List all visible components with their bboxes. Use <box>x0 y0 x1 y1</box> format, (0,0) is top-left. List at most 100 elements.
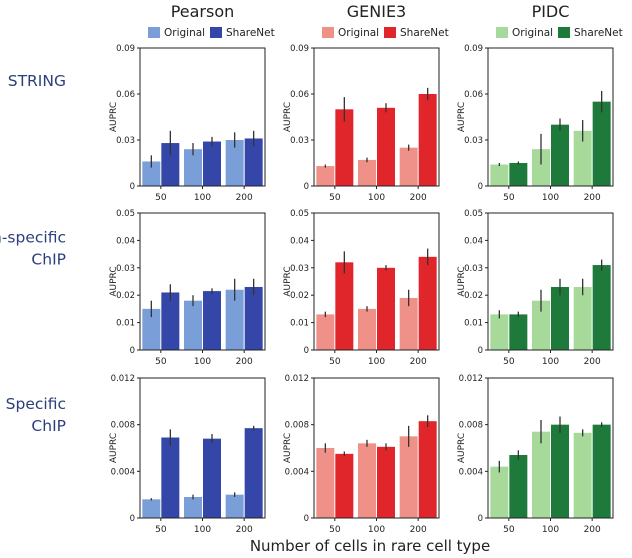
bar-original-200 <box>399 147 418 186</box>
x-tick-label-200: 200 <box>236 357 253 367</box>
bar-original-100 <box>532 300 550 350</box>
y-axis-label: AUPRC <box>109 102 119 132</box>
bar-sharenet-50 <box>161 143 180 186</box>
bar-original-50 <box>316 448 335 518</box>
bar-original-50 <box>490 314 509 350</box>
method-title-genie3: GENIE3 <box>347 2 406 21</box>
panel-frame <box>313 212 440 351</box>
x-tick-label-50: 50 <box>329 193 341 203</box>
bar-sharenet-200 <box>244 286 263 350</box>
legend-label-pearson-original: Original <box>164 27 205 39</box>
bar-sharenet-200 <box>418 256 437 350</box>
y-tick-label: 0.008 <box>111 421 135 431</box>
bar-sharenet-200 <box>244 138 263 186</box>
bar-original-100 <box>532 149 550 186</box>
row-label-non-specific-chip: Non-specific <box>0 229 66 247</box>
row-label-string: STRING <box>8 72 66 90</box>
y-tick-label: 0.03 <box>116 264 135 274</box>
bar-original-200 <box>399 436 418 518</box>
bar-original-100 <box>358 308 376 350</box>
x-tick-label-200: 200 <box>584 357 601 367</box>
bar-original-50 <box>142 499 161 518</box>
x-tick-label-50: 50 <box>155 357 167 367</box>
y-tick-label: 0.01 <box>116 319 135 329</box>
y-axis-label: AUPRC <box>283 433 293 463</box>
y-tick-label: 0.012 <box>285 374 309 384</box>
y-tick-label: 0.09 <box>464 44 483 54</box>
x-tick-label-100: 100 <box>368 193 385 203</box>
bar-sharenet-100 <box>377 267 395 350</box>
y-tick-label: 0 <box>130 182 135 192</box>
bar-sharenet-100 <box>551 286 569 350</box>
y-axis-label: AUPRC <box>457 266 467 296</box>
panel-string-pearson: AUPRC 0 0.03 0.06 0.09 50 100 200 <box>109 44 266 203</box>
x-tick-label-200: 200 <box>410 357 427 367</box>
bar-original-50 <box>142 308 161 350</box>
bar-original-100 <box>184 149 202 186</box>
y-tick-label: 0.05 <box>290 209 309 219</box>
bar-original-200 <box>573 286 592 350</box>
bar-sharenet-100 <box>551 124 569 186</box>
panel-frame <box>139 377 266 519</box>
y-tick-label: 0.03 <box>464 136 483 146</box>
legend-swatch-pidc-original <box>496 27 508 38</box>
y-axis-label: AUPRC <box>283 102 293 132</box>
x-tick-label-200: 200 <box>236 525 253 535</box>
y-tick-label: 0.04 <box>464 236 483 246</box>
legend-swatch-genie3-original <box>322 27 334 38</box>
panel-frame <box>313 377 440 519</box>
bar-original-100 <box>358 443 376 518</box>
bar-sharenet-100 <box>377 446 395 518</box>
panel-non-specific-chip-pearson: AUPRC 0 0.01 0.02 0.03 0.04 0.05 50 100 200 <box>109 209 266 367</box>
bar-sharenet-50 <box>509 163 528 186</box>
x-tick-label-100: 100 <box>368 357 385 367</box>
y-axis-label: AUPRC <box>109 266 119 296</box>
y-tick-label: 0.03 <box>464 264 483 274</box>
panel-frame <box>139 212 266 351</box>
x-tick-label-100: 100 <box>542 525 559 535</box>
bar-sharenet-50 <box>335 262 354 350</box>
x-tick-label-100: 100 <box>194 525 211 535</box>
y-tick-label: 0.05 <box>116 209 135 219</box>
x-tick-label-200: 200 <box>584 193 601 203</box>
bar-sharenet-50 <box>509 455 528 518</box>
bar-original-200 <box>225 289 244 350</box>
x-tick-label-50: 50 <box>329 357 341 367</box>
bar-sharenet-50 <box>335 453 354 518</box>
bar-original-100 <box>184 497 202 518</box>
bar-sharenet-200 <box>244 428 263 518</box>
bar-original-50 <box>142 161 161 186</box>
y-tick-label: 0.01 <box>290 319 309 329</box>
y-tick-label: 0 <box>130 346 135 356</box>
x-tick-label-200: 200 <box>236 193 253 203</box>
bar-original-200 <box>225 494 244 518</box>
panel-frame <box>139 47 266 187</box>
y-tick-label: 0.09 <box>116 44 135 54</box>
y-tick-label: 0.06 <box>464 90 483 100</box>
y-tick-label: 0.03 <box>290 264 309 274</box>
panel-frame <box>487 377 614 519</box>
panel-specific-chip-pearson: AUPRC 0 0.004 0.008 0.012 50 100 200 <box>109 374 266 535</box>
panel-specific-chip-pidc: AUPRC 0 0.004 0.008 0.012 50 100 200 <box>457 374 614 535</box>
y-tick-label: 0.02 <box>290 291 309 301</box>
y-tick-label: 0.008 <box>285 421 309 431</box>
legend-label-genie3-sharenet: ShareNet <box>400 27 449 39</box>
y-axis-label: AUPRC <box>457 433 467 463</box>
x-axis-title: Number of cells in rare cell type <box>250 537 490 555</box>
panel-string-genie3: AUPRC 0 0.03 0.06 0.09 50 100 200 <box>283 44 440 203</box>
y-tick-label: 0 <box>304 514 309 524</box>
bar-original-50 <box>316 166 335 186</box>
bar-sharenet-100 <box>377 107 395 186</box>
x-tick-label-100: 100 <box>194 357 211 367</box>
y-tick-label: 0 <box>304 346 309 356</box>
x-tick-label-200: 200 <box>584 525 601 535</box>
bar-sharenet-200 <box>592 424 611 518</box>
x-tick-label-50: 50 <box>155 193 167 203</box>
x-tick-label-200: 200 <box>410 193 427 203</box>
panel-non-specific-chip-pidc: AUPRC 0 0.01 0.02 0.03 0.04 0.05 50 100 200 <box>457 209 614 367</box>
x-tick-label-50: 50 <box>329 525 341 535</box>
y-axis-label: AUPRC <box>109 433 119 463</box>
x-tick-label-100: 100 <box>542 193 559 203</box>
x-tick-label-200: 200 <box>410 525 427 535</box>
x-tick-label-50: 50 <box>503 357 515 367</box>
